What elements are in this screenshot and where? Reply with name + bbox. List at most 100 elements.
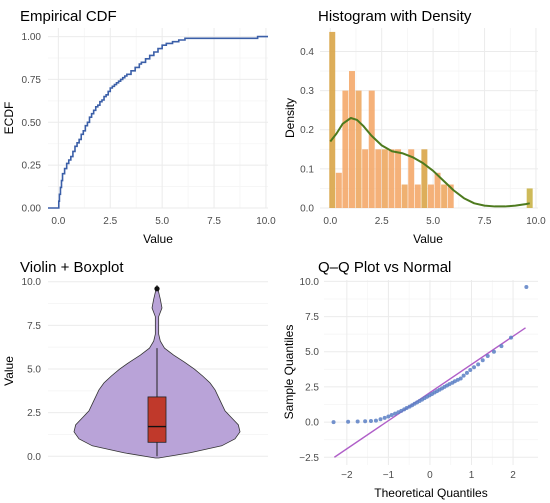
histogram-x-tick-label: 10.0 (526, 216, 546, 227)
histogram-bar (375, 149, 382, 208)
ecdf-panel: Empirical CDF 0.0 2.5 5.0 7.5 10.0 0.00 0.25 0.… (2, 8, 276, 246)
histogram-bar (421, 149, 428, 208)
qq-x-tick-label: −2 (341, 470, 353, 481)
histogram-bar (427, 184, 434, 208)
box-outlier-point (154, 286, 160, 292)
qq-point (373, 418, 378, 423)
histogram-bar (526, 188, 533, 208)
qq-y-tick-label: −2.5 (299, 453, 319, 464)
ecdf-y-tick-label: 0.25 (22, 161, 42, 172)
histogram-x-tick-label: 5.0 (426, 216, 440, 227)
histogram-bar (401, 184, 408, 208)
qq-point (464, 370, 469, 375)
violin-y-label: Value (2, 356, 16, 386)
qq-point (458, 376, 463, 381)
qq-point (382, 415, 387, 420)
histogram-bar (381, 149, 388, 208)
ecdf-x-tick-label: 5.0 (155, 216, 169, 227)
qq-point (508, 335, 513, 340)
qq-point (491, 349, 496, 354)
qq-point (363, 419, 368, 424)
ecdf-y-tick-label: 1.00 (22, 32, 42, 43)
histogram-y-tick-label: 0.4 (300, 47, 314, 58)
qq-point (331, 420, 336, 425)
qq-y-tick-label: 7.5 (305, 312, 319, 323)
density-curve (329, 117, 530, 208)
qq-x-tick-label: 1 (469, 470, 475, 481)
histogram-bar (408, 149, 415, 208)
qq-point (472, 365, 477, 370)
histogram-bar (329, 31, 336, 209)
histogram-y-label: Density (283, 98, 297, 138)
ecdf-y-tick-label: 0.75 (22, 75, 42, 86)
histogram-bar (348, 71, 355, 208)
violin-y-tick-label: 10.0 (22, 277, 42, 288)
ecdf-x-tick-label: 7.5 (207, 216, 221, 227)
qq-x-tick-label: −1 (383, 470, 395, 481)
ecdf-title: Empirical CDF (20, 8, 117, 25)
histogram-panel: Histogram with Density 0.0 2.5 5.0 7.5 10.0 0… (283, 8, 546, 246)
qq-point (355, 419, 360, 424)
histogram-bar (447, 184, 454, 208)
histogram-bar (342, 90, 349, 208)
qq-point (461, 373, 466, 378)
histogram-bar (414, 184, 421, 208)
qq-y-tick-label: 2.5 (305, 382, 319, 393)
qq-point (499, 344, 504, 349)
histogram-bar (388, 149, 395, 208)
qq-reference-line (333, 327, 526, 458)
histogram-x-tick-label: 7.5 (478, 216, 492, 227)
qq-point (485, 353, 490, 358)
qq-y-tick-label: 5.0 (305, 347, 319, 358)
ecdf-y-label: ECDF (2, 102, 16, 135)
histogram-bar (441, 184, 448, 208)
qq-y-label: Sample Quantiles (282, 325, 296, 420)
ecdf-x-tick-label: 10.0 (256, 216, 276, 227)
box-body (147, 396, 167, 443)
qq-x-tick-label: 2 (510, 470, 516, 481)
histogram-title: Histogram with Density (318, 8, 472, 25)
histogram-y-tick-label: 0.3 (300, 86, 314, 97)
qq-y-tick-label: 0.0 (305, 418, 319, 429)
qq-point (476, 362, 481, 367)
qq-panel: Q–Q Plot vs Normal −2 −1 0 1 2 −2.5 0.0 2.5 5.0 7… (282, 259, 538, 500)
histogram-bar (368, 90, 375, 208)
histogram-bar (335, 172, 342, 208)
qq-point (389, 413, 394, 418)
qq-point (368, 418, 373, 423)
qq-point (393, 411, 398, 416)
qq-point (524, 285, 529, 290)
qq-point (378, 417, 383, 422)
histogram-bar (434, 172, 441, 208)
histogram-x-label: Value (413, 232, 443, 246)
violin-panel: Violin + Boxplot 0.0 2.5 5.0 7.5 10.0 Value (2, 259, 268, 463)
qq-title: Q–Q Plot vs Normal (318, 259, 451, 276)
ecdf-y-tick-label: 0.50 (22, 118, 42, 129)
histogram-y-tick-label: 0.1 (300, 164, 314, 175)
violin-y-tick-label: 7.5 (27, 321, 41, 332)
histogram-x-tick-label: 2.5 (375, 216, 389, 227)
ecdf-x-tick-label: 0.0 (51, 216, 65, 227)
violin-y-tick-label: 5.0 (27, 365, 41, 376)
qq-x-tick-label: 0 (427, 470, 433, 481)
qq-point (480, 358, 485, 363)
ecdf-step-line (48, 35, 268, 209)
violin-y-tick-label: 0.0 (27, 452, 41, 463)
qq-point (468, 368, 473, 373)
histogram-y-tick-label: 0.2 (300, 125, 314, 136)
histogram-y-tick-label: 0.0 (300, 204, 314, 215)
ecdf-x-tick-label: 2.5 (103, 216, 117, 227)
violin-y-tick-label: 2.5 (27, 408, 41, 419)
ecdf-y-tick-label: 0.00 (22, 204, 42, 215)
qq-y-tick-label: 10.0 (300, 277, 320, 288)
qq-x-label: Theoretical Quantiles (374, 486, 487, 500)
histogram-x-tick-label: 0.0 (323, 216, 337, 227)
violin-title: Violin + Boxplot (20, 259, 124, 276)
qq-point (386, 414, 391, 419)
histogram-bar (395, 149, 402, 208)
qq-point (346, 419, 351, 424)
ecdf-x-label: Value (143, 232, 173, 246)
histogram-bar (355, 90, 362, 208)
histogram-bar (362, 149, 369, 208)
